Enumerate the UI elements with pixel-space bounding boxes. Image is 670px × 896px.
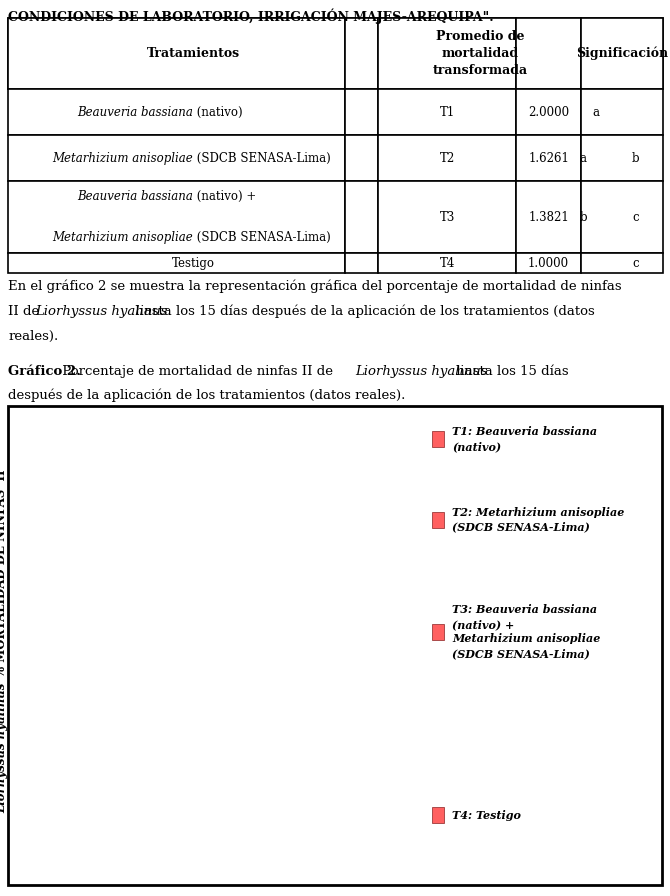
Text: (nativo) +: (nativo) + xyxy=(193,190,257,203)
Bar xyxy=(346,90,379,135)
Bar xyxy=(582,253,663,273)
Text: II de: II de xyxy=(8,305,44,318)
Text: 2.0000: 2.0000 xyxy=(528,106,570,119)
Text: Porcentaje de mortalidad de ninfas II de: Porcentaje de mortalidad de ninfas II de xyxy=(58,365,338,378)
Bar xyxy=(582,181,663,253)
Text: Liorhyssus hyalinus: Liorhyssus hyalinus xyxy=(35,305,168,318)
Text: Significación: Significación xyxy=(576,47,669,60)
Bar xyxy=(346,135,379,181)
Text: (nativo): (nativo) xyxy=(193,106,243,119)
Bar xyxy=(346,18,379,90)
Bar xyxy=(582,135,663,181)
Text: a: a xyxy=(593,106,600,119)
Bar xyxy=(346,181,379,253)
Text: % MORTALIDAD DE NINFAS  II: % MORTALIDAD DE NINFAS II xyxy=(0,469,9,676)
Bar xyxy=(379,18,516,90)
Text: T4: Testigo: T4: Testigo xyxy=(452,810,521,821)
Text: Testigo: Testigo xyxy=(172,256,214,270)
Bar xyxy=(379,18,516,90)
Text: 1.6261: 1.6261 xyxy=(528,151,569,165)
Bar xyxy=(516,253,582,273)
Text: CONDICIONES DE LABORATORIO, IRRIGACIÓN MAJES-AREQUIPA".: CONDICIONES DE LABORATORIO, IRRIGACIÓN M… xyxy=(8,9,494,24)
Text: c: c xyxy=(632,211,639,224)
Bar xyxy=(379,253,516,273)
Text: T4: T4 xyxy=(440,256,455,270)
Bar xyxy=(346,18,379,90)
Bar xyxy=(582,90,663,135)
Text: T1: Beauveria bassiana
(nativo): T1: Beauveria bassiana (nativo) xyxy=(452,426,598,452)
Text: b: b xyxy=(580,211,587,224)
Text: c: c xyxy=(632,256,639,270)
Text: 60.00%: 60.00% xyxy=(102,469,149,481)
Text: Metarhizium anisopliae: Metarhizium anisopliae xyxy=(52,151,193,165)
Bar xyxy=(582,18,663,90)
Bar xyxy=(8,135,346,181)
Bar xyxy=(268,721,309,838)
Bar xyxy=(516,181,582,253)
Text: Promedio de
mortalidad
transformada: Promedio de mortalidad transformada xyxy=(432,30,527,77)
Bar xyxy=(516,135,582,181)
Text: Liorhyssus hyalinus: Liorhyssus hyalinus xyxy=(355,365,488,378)
Text: (SDCB SENASA-Lima): (SDCB SENASA-Lima) xyxy=(193,231,331,244)
Bar xyxy=(379,90,516,135)
Bar xyxy=(8,90,346,135)
Bar xyxy=(106,488,146,838)
Bar xyxy=(8,18,346,90)
Bar xyxy=(516,18,582,90)
Text: después de la aplicación de los tratamientos (datos reales).: después de la aplicación de los tratamie… xyxy=(8,389,405,402)
Text: Beauveria bassiana: Beauveria bassiana xyxy=(77,106,193,119)
Bar xyxy=(516,90,582,135)
Text: T3: Beauveria bassiana
(nativo) +
Metarhizium anisopliae
(SDCB SENASA-Lima): T3: Beauveria bassiana (nativo) + Metarh… xyxy=(452,604,600,659)
Text: 20.00%: 20.00% xyxy=(265,702,312,714)
Text: reales).: reales). xyxy=(8,330,58,343)
Bar xyxy=(8,181,346,253)
Text: Metarhizium anisopliae: Metarhizium anisopliae xyxy=(52,231,193,244)
Text: (SDCB SENASA-Lima): (SDCB SENASA-Lima) xyxy=(193,151,331,165)
Bar xyxy=(8,253,346,273)
Text: 33.33%: 33.33% xyxy=(183,624,231,637)
Text: T2: T2 xyxy=(440,151,455,165)
Text: T1: T1 xyxy=(440,106,455,119)
Text: Liorhyssus hyalinus: Liorhyssus hyalinus xyxy=(0,683,9,814)
Text: 1.3821: 1.3821 xyxy=(528,211,569,224)
Bar xyxy=(346,253,379,273)
Text: b: b xyxy=(632,151,639,165)
Text: 0.00%: 0.00% xyxy=(350,822,390,835)
Text: Tratamientos: Tratamientos xyxy=(147,47,240,60)
Bar xyxy=(8,18,346,90)
Text: hasta los 15 días: hasta los 15 días xyxy=(452,365,568,378)
Text: a: a xyxy=(580,151,586,165)
Bar xyxy=(379,135,516,181)
X-axis label: TRATAMIENTOS: TRATAMIENTOS xyxy=(183,870,313,883)
Bar xyxy=(187,643,228,838)
Bar xyxy=(516,18,582,90)
Text: T2: Metarhizium anisopliae
(SDCB SENASA-Lima): T2: Metarhizium anisopliae (SDCB SENASA-… xyxy=(452,507,624,532)
Text: hasta los 15 días después de la aplicación de los tratamientos (datos: hasta los 15 días después de la aplicaci… xyxy=(131,305,594,318)
Text: 1.0000: 1.0000 xyxy=(528,256,570,270)
Text: Beauveria bassiana: Beauveria bassiana xyxy=(77,190,193,203)
Text: Gráfico 2.: Gráfico 2. xyxy=(8,365,81,378)
Text: En el gráfico 2 se muestra la representación gráfica del porcentaje de mortalida: En el gráfico 2 se muestra la representa… xyxy=(8,280,622,293)
Bar xyxy=(379,181,516,253)
Text: T3: T3 xyxy=(440,211,455,224)
Bar xyxy=(582,18,663,90)
